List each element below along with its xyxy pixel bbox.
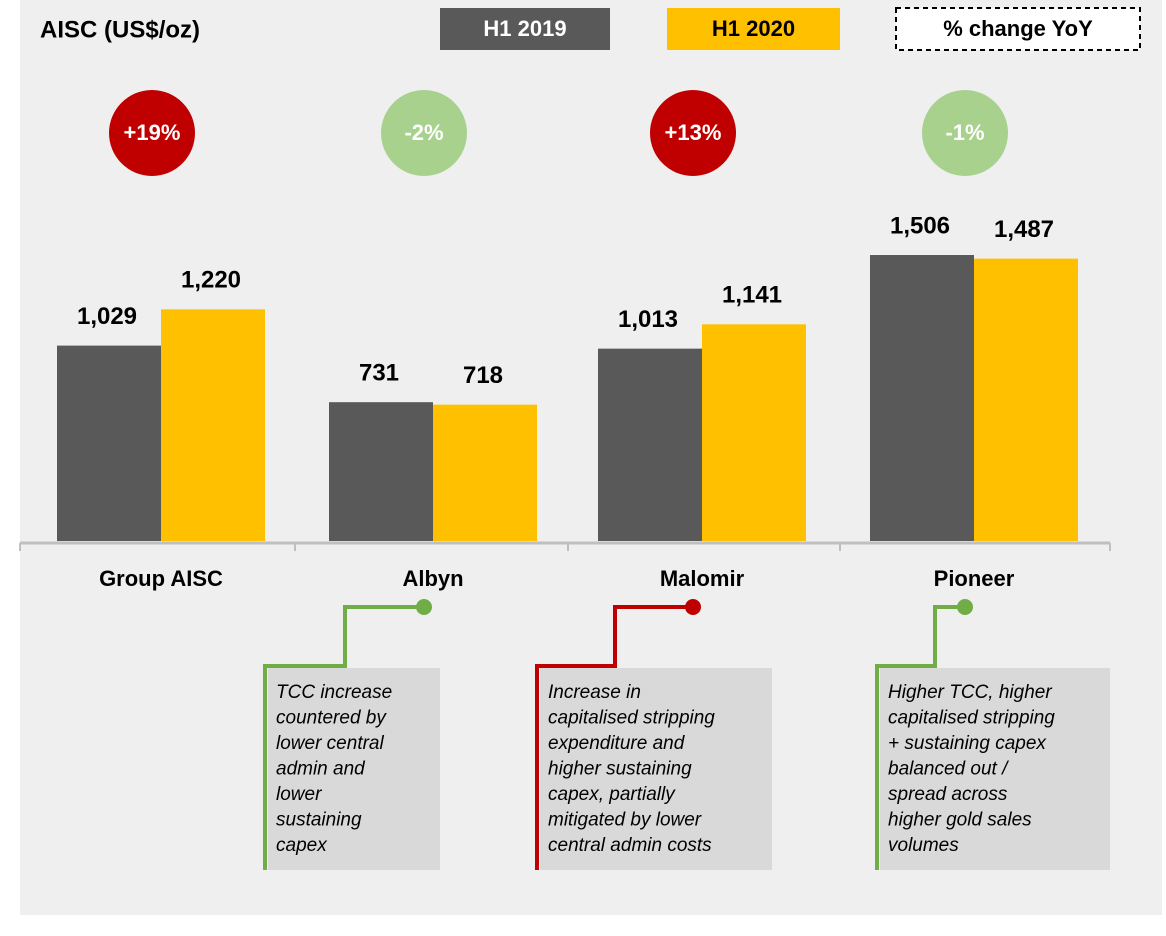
legend-label: % change YoY [943,16,1093,41]
x-tick-label: Albyn [402,566,463,591]
bar [433,404,537,541]
note-text: capitalised stripping [548,708,715,729]
x-tick-label: Malomir [660,566,745,591]
data-label: 731 [359,360,399,387]
note-text: mitigated by lower [548,810,702,831]
connector [263,605,424,870]
note-box [540,668,772,870]
connector-dot [957,599,973,615]
connector-dot [685,599,701,615]
note-box [880,668,1110,870]
connector [875,605,965,870]
note-text: spread across [888,784,1008,805]
data-label: 1,029 [77,303,137,330]
note-text: + sustaining capex [888,733,1047,754]
change-label: +13% [665,120,722,145]
legend-label: H1 2020 [712,16,795,41]
legend-swatch [440,8,610,50]
note-box [268,668,440,870]
data-label: 718 [463,362,503,389]
legend-dashed-box [895,7,1141,51]
note-text: TCC increase [276,682,392,703]
change-badge [109,90,195,176]
note-text: lower [276,784,322,805]
connector [535,605,693,870]
note-text: sustaining [276,810,362,831]
note-text: capex [276,835,328,856]
change-badge [381,90,467,176]
note-text: expenditure and [548,733,686,754]
note-text: admin and [276,759,366,780]
bar [57,345,161,541]
data-label: 1,141 [722,282,782,309]
data-label: 1,506 [890,212,950,239]
change-label: -1% [945,120,984,145]
note-text: capitalised stripping [888,708,1055,729]
legend-label: H1 2019 [483,16,566,41]
x-tick-label: Group AISC [99,566,223,591]
bar [329,402,433,541]
note-text: countered by [276,708,387,729]
note-text: Increase in [548,682,641,703]
note-text: Higher TCC, higher [888,682,1052,703]
bar [870,255,974,541]
note-text: volumes [888,835,959,856]
note-text: lower central [276,733,384,754]
note-text: capex, partially [548,784,676,805]
note-text: balanced out / [888,759,1009,780]
bar [598,348,702,541]
note-text: central admin costs [548,835,712,856]
bar [161,309,265,541]
chart-title: AISC (US$/oz) [40,16,200,43]
note-text: higher sustaining [548,759,692,780]
legend-swatch [667,8,840,50]
data-label: 1,487 [994,216,1054,243]
change-badge [650,90,736,176]
x-tick-label: Pioneer [934,566,1015,591]
change-label: +19% [124,120,181,145]
data-label: 1,220 [181,267,241,294]
bar [974,258,1078,541]
change-label: -2% [404,120,443,145]
note-text: higher gold sales [888,810,1032,831]
connector-dot [416,599,432,615]
data-label: 1,013 [618,306,678,333]
bar [702,324,806,541]
change-badge [922,90,1008,176]
